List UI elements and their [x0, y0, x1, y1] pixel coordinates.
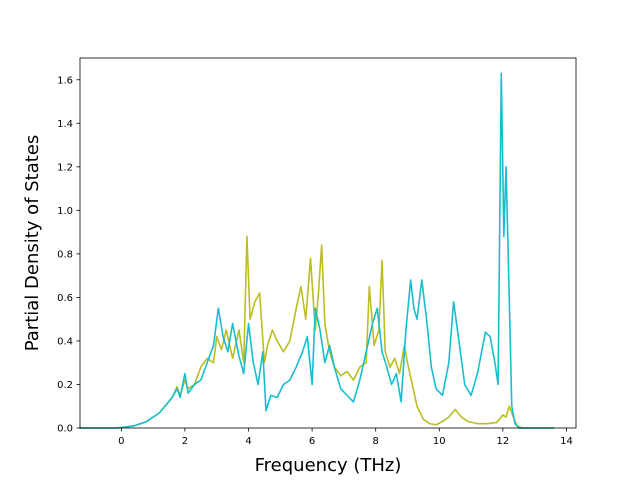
y-tick-label: 0.2 [57, 380, 73, 391]
x-axis-label: Frequency (THz) [255, 455, 402, 476]
series-layer [79, 72, 555, 429]
x-tick-label: 8 [373, 436, 379, 447]
y-tick-label: 0.6 [57, 293, 73, 304]
x-tick-label: 2 [182, 436, 188, 447]
y-tick-label: 0.4 [57, 337, 73, 348]
y-tick-label: 0.0 [57, 424, 73, 435]
y-tick-label: 1.4 [57, 119, 73, 130]
y-tick-label: 1.0 [57, 206, 73, 217]
x-tick-label: 4 [245, 436, 251, 447]
x-tick-label: 10 [433, 436, 446, 447]
y-tick-label: 1.2 [57, 162, 73, 173]
plot-frame [79, 57, 577, 429]
ticks-layer: 0 2 4 6 8 10 12 14 0.0 0.2 0.4 0.6 0.8 1.0 1.2 1.4 1.6 [57, 75, 573, 447]
y-tick-label: 0.8 [57, 249, 73, 260]
x-tick-label: 6 [309, 436, 315, 447]
x-tick-label: 12 [497, 436, 510, 447]
y-tick-label: 1.6 [57, 75, 73, 86]
y-axis-label: Partial Density of States [22, 135, 43, 352]
series-line-1 [79, 235, 555, 429]
x-tick-label: 14 [560, 436, 573, 447]
plot-area [80, 58, 576, 428]
x-tick-label: 0 [118, 436, 124, 447]
series-line-2 [79, 72, 555, 429]
